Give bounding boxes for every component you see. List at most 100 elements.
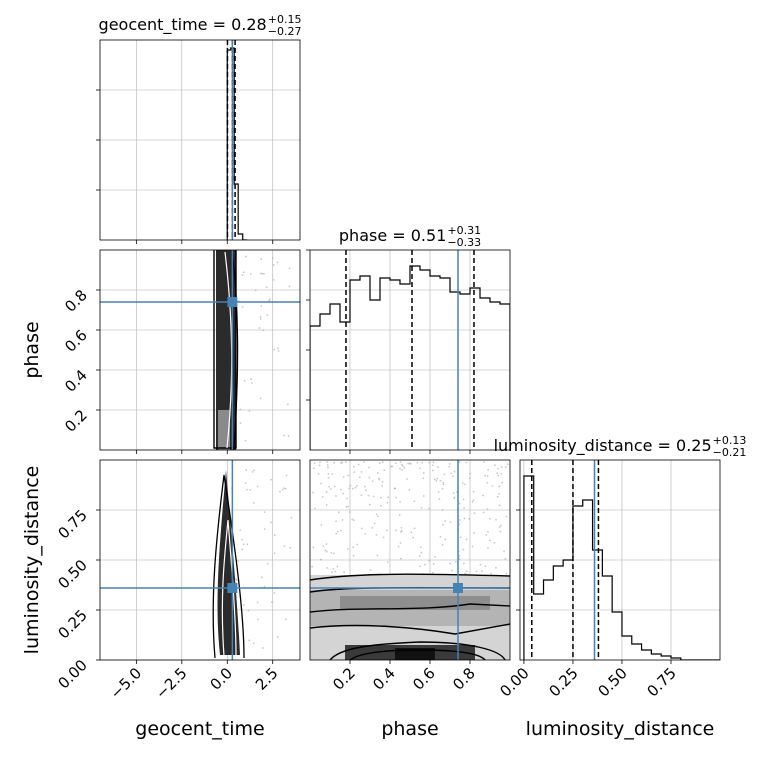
xtick-label-ld-0: 0.00 <box>496 664 532 700</box>
s21-dot-224 <box>352 546 355 549</box>
s21-dot-98 <box>347 474 349 477</box>
s21-dot-136 <box>448 463 451 465</box>
s21-dot-29 <box>322 545 325 548</box>
s20-dot-40 <box>249 489 252 491</box>
s10-dot-2 <box>259 318 262 320</box>
hist-luminosity_distance-bars <box>523 460 720 660</box>
s21-dot-10 <box>472 490 475 493</box>
s21-dot-24 <box>471 545 474 548</box>
s20-dot-43 <box>242 604 245 607</box>
xlabel-phase: phase <box>381 718 438 740</box>
s21-dot-17 <box>501 481 504 484</box>
s21-dot-191 <box>454 560 457 563</box>
s10-dot-15 <box>272 279 275 281</box>
hist-ld-frame <box>519 459 721 661</box>
s21-dot-172 <box>441 523 444 526</box>
s21-dot-239 <box>472 499 475 502</box>
s21-dot-166 <box>450 472 453 475</box>
s21-dot-64 <box>462 548 465 551</box>
s10-dot-12 <box>241 305 244 308</box>
s21-dot-205 <box>320 524 323 526</box>
s21-dot-22 <box>434 555 436 558</box>
s21-dot-102 <box>331 571 333 573</box>
s21-dot-216 <box>401 469 404 471</box>
s21-dot-91 <box>432 563 435 565</box>
s10-dot-5 <box>251 382 253 384</box>
xlabel-luminosity_distance: luminosity_distance <box>526 718 715 740</box>
s21-dot-146 <box>371 480 374 483</box>
s21-contour-1 <box>310 573 510 581</box>
s21-dot-8 <box>371 526 374 529</box>
s21-dot-222 <box>332 568 335 570</box>
s21-dot-125 <box>393 487 396 490</box>
s10-dot-11 <box>287 435 290 437</box>
xtick-label-phase-2: 0.6 <box>409 664 439 694</box>
s21-dot-200 <box>383 469 386 472</box>
s21-dot-129 <box>486 481 489 484</box>
s21-dot-201 <box>378 478 381 481</box>
s20-dot-4 <box>244 482 247 485</box>
xtick-label-phase-0: 0.2 <box>329 664 359 694</box>
hist-geocent_time-bars <box>226 40 248 240</box>
s21-dot-62 <box>317 472 320 475</box>
s20-dot-8 <box>290 516 293 519</box>
s21-dot-202 <box>487 531 489 533</box>
s21-dot-234 <box>499 530 502 533</box>
s21-dot-78 <box>504 466 507 468</box>
s20-dot-33 <box>241 548 244 551</box>
s21-dot-184 <box>403 466 406 469</box>
s20-dot-30 <box>239 529 242 532</box>
s21-dot-100 <box>390 465 393 468</box>
s21-dot-107 <box>313 462 316 465</box>
s21-dot-204 <box>386 502 389 504</box>
s21-dot-72 <box>399 542 402 544</box>
s10-core-low <box>218 410 230 450</box>
s21-dot-182 <box>314 507 317 510</box>
ylabel-phase: phase <box>21 321 43 378</box>
s21-dot-32 <box>333 552 335 555</box>
s20-dot-21 <box>270 478 272 481</box>
s21-dot-76 <box>489 517 491 520</box>
s10-dot-9 <box>266 314 269 317</box>
hist-phase-title-main: phase = 0.51 <box>339 226 446 245</box>
s10-density <box>213 250 291 450</box>
s21-dot-87 <box>420 506 423 509</box>
s21-dot-163 <box>419 467 421 470</box>
s21-dot-52 <box>428 507 431 510</box>
s21-dot-81 <box>326 567 329 569</box>
s21-dot-71 <box>349 484 352 487</box>
ytick-label-phase-2: 0.6 <box>61 326 91 356</box>
hist-phase-title-minus: −0.33 <box>447 236 481 249</box>
s21-dot-93 <box>442 483 445 486</box>
s20-dot-11 <box>245 469 248 471</box>
xtick-label-phase-1: 0.4 <box>369 664 399 694</box>
s21-dot-244 <box>428 559 431 562</box>
s20-contour-inner <box>221 519 237 657</box>
s21-dot-192 <box>473 512 476 515</box>
s21-dot-131 <box>318 464 321 467</box>
s21-dot-25 <box>441 487 444 490</box>
s21-dot-151 <box>494 464 496 467</box>
s20-dot-36 <box>242 543 245 546</box>
s21-dot-221 <box>479 563 482 566</box>
s21-dot-4 <box>481 570 483 573</box>
hist-geocent_time-title-main: geocent_time = 0.28 <box>99 15 267 35</box>
s21-dot-161 <box>357 463 360 466</box>
s10-dot-32 <box>259 397 262 400</box>
s21-dot-213 <box>465 538 468 541</box>
ytick-label-ld-0: 0.00 <box>54 656 90 692</box>
s21-frame <box>309 459 511 661</box>
s20-dot-24 <box>273 552 276 555</box>
s21-dot-35 <box>320 482 322 485</box>
s21-dot-116 <box>459 536 462 539</box>
s21-dot-130 <box>348 487 351 490</box>
s21-dot-236 <box>325 491 328 493</box>
s20-dot-20 <box>266 562 269 565</box>
s10-dot-34 <box>249 273 252 275</box>
s21-dot-152 <box>489 539 492 542</box>
s21-dot-215 <box>402 465 404 467</box>
s21-dot-142 <box>498 485 501 488</box>
s21-dot-34 <box>453 470 456 473</box>
s21-dot-66 <box>483 461 485 463</box>
